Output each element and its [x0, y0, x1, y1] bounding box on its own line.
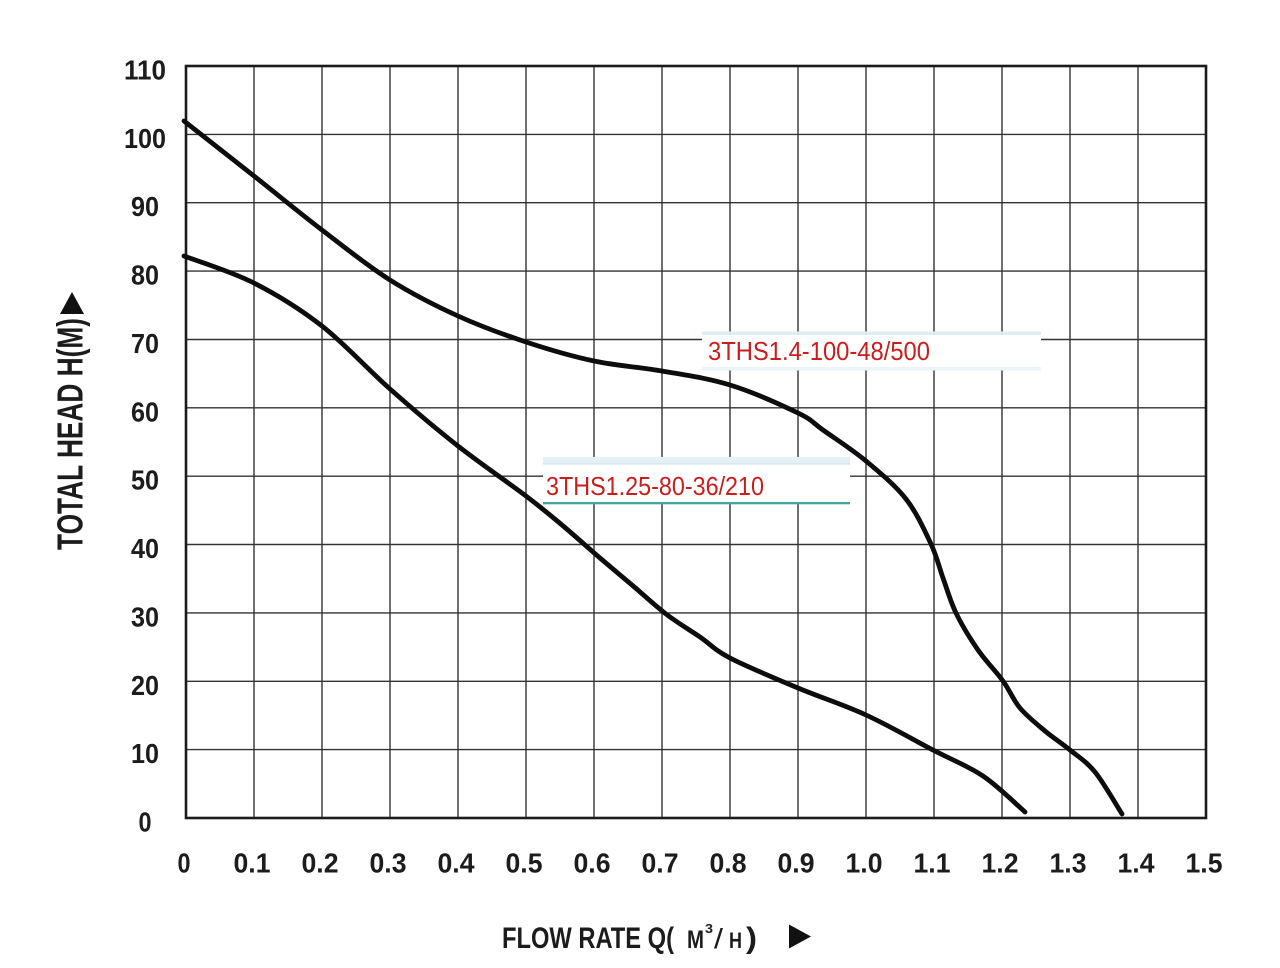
svg-text:): ) [746, 922, 757, 955]
svg-text:1.3: 1.3 [1050, 848, 1087, 879]
svg-text:20: 20 [131, 670, 159, 701]
svg-text:0.5: 0.5 [506, 848, 543, 879]
svg-text:0: 0 [139, 807, 152, 838]
svg-text:/: / [714, 923, 723, 954]
svg-text:100: 100 [124, 123, 166, 154]
svg-text:0.6: 0.6 [574, 848, 611, 879]
svg-text:3THS1.25-80-36/210: 3THS1.25-80-36/210 [546, 471, 764, 501]
svg-text:3: 3 [705, 921, 713, 936]
svg-text:70: 70 [131, 328, 159, 359]
svg-text:0: 0 [178, 848, 191, 879]
svg-text:0.1: 0.1 [234, 848, 271, 879]
svg-text:0.4: 0.4 [438, 848, 475, 879]
svg-text:80: 80 [131, 260, 159, 291]
svg-text:FLOW RATE Q(: FLOW RATE Q( [502, 922, 674, 955]
svg-text:H: H [729, 928, 742, 953]
svg-text:1.0: 1.0 [846, 848, 883, 879]
svg-text:0.8: 0.8 [710, 848, 747, 879]
svg-text:M: M [687, 926, 704, 954]
svg-text:3THS1.4-100-48/500: 3THS1.4-100-48/500 [708, 336, 930, 366]
svg-text:1.4: 1.4 [1118, 848, 1155, 879]
svg-text:110: 110 [124, 55, 166, 86]
svg-text:40: 40 [131, 533, 159, 564]
svg-text:30: 30 [131, 601, 159, 632]
svg-text:1.2: 1.2 [982, 848, 1019, 879]
svg-text:10: 10 [131, 738, 159, 769]
svg-text:0.3: 0.3 [370, 848, 407, 879]
svg-text:0.2: 0.2 [302, 848, 339, 879]
svg-text:1.5: 1.5 [1186, 848, 1223, 879]
svg-text:1.1: 1.1 [914, 848, 951, 879]
svg-text:0.7: 0.7 [642, 848, 679, 879]
svg-text:TOTAL HEAD H(M): TOTAL HEAD H(M) [50, 318, 90, 550]
svg-text:50: 50 [131, 465, 159, 496]
svg-text:0.9: 0.9 [778, 848, 815, 879]
svg-text:60: 60 [131, 396, 159, 427]
svg-text:90: 90 [131, 191, 159, 222]
